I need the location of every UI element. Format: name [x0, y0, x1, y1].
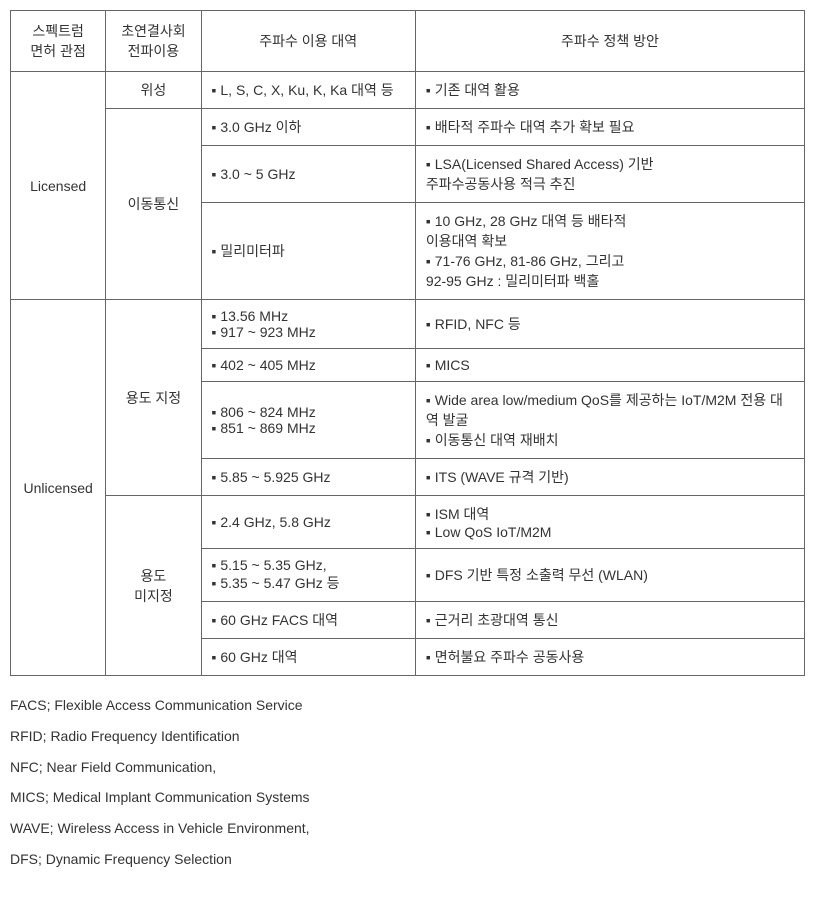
header-col3: 주파수 이용 대역 — [201, 11, 415, 72]
band-cell: ▪ 2.4 GHz, 5.8 GHz — [201, 496, 415, 549]
policy-line: 이용대역 확보 — [426, 231, 794, 251]
legend-line: MICS; Medical Implant Communication Syst… — [10, 782, 805, 813]
policy-cell: ▪ 기존 대역 활용 — [415, 72, 804, 109]
category-cell: 위성 — [106, 72, 201, 109]
unlicensed-cell: Unlicensed — [11, 300, 106, 676]
band-cell: ▪ 806 ~ 824 MHz ▪ 851 ~ 869 MHz — [201, 382, 415, 459]
policy-line: 주파수공동사용 적극 추진 — [426, 174, 794, 194]
policy-cell: ▪ 면허불요 주파수 공동사용 — [415, 639, 804, 676]
band-line: ▪ 917 ~ 923 MHz — [212, 324, 405, 340]
policy-cell: ▪ RFID, NFC 등 — [415, 300, 804, 349]
legend-line: WAVE; Wireless Access in Vehicle Environ… — [10, 813, 805, 844]
table-row: Unlicensed 용도 지정 ▪ 13.56 MHz ▪ 917 ~ 923… — [11, 300, 805, 349]
policy-cell: ▪ DFS 기반 특정 소출력 무선 (WLAN) — [415, 549, 804, 602]
band-cell: ▪ L, S, C, X, Ku, K, Ka 대역 등 — [201, 72, 415, 109]
table-row: 용도미지정 ▪ 2.4 GHz, 5.8 GHz ▪ ISM 대역 ▪ Low … — [11, 496, 805, 549]
policy-cell: ▪ ITS (WAVE 규격 기반) — [415, 459, 804, 496]
policy-line: ▪ ISM 대역 — [426, 504, 794, 524]
legend-line: FACS; Flexible Access Communication Serv… — [10, 690, 805, 721]
legend-line: DFS; Dynamic Frequency Selection — [10, 844, 805, 875]
band-cell: ▪ 13.56 MHz ▪ 917 ~ 923 MHz — [201, 300, 415, 349]
policy-cell: ▪ 10 GHz, 28 GHz 대역 등 배타적 이용대역 확보 ▪ 71-7… — [415, 203, 804, 300]
legend-block: FACS; Flexible Access Communication Serv… — [10, 690, 805, 875]
category-cell: 이동통신 — [106, 109, 201, 300]
spectrum-policy-table: 스펙트럼면허 관점 초연결사회전파이용 주파수 이용 대역 주파수 정책 방안 … — [10, 10, 805, 676]
legend-line: RFID; Radio Frequency Identification — [10, 721, 805, 752]
policy-cell: ▪ Wide area low/medium QoS를 제공하는 IoT/M2M… — [415, 382, 804, 459]
legend-line: NFC; Near Field Communication, — [10, 752, 805, 783]
policy-line: ▪ 71-76 GHz, 81-86 GHz, 그리고 — [426, 251, 794, 271]
band-line: ▪ 851 ~ 869 MHz — [212, 420, 405, 436]
policy-cell: ▪ MICS — [415, 349, 804, 382]
band-cell: ▪ 5.15 ~ 5.35 GHz, ▪ 5.35 ~ 5.47 GHz 등 — [201, 549, 415, 602]
band-cell: ▪ 3.0 ~ 5 GHz — [201, 146, 415, 203]
policy-line: ▪ LSA(Licensed Shared Access) 기반 — [426, 154, 794, 174]
policy-line: ▪ 10 GHz, 28 GHz 대역 등 배타적 — [426, 211, 794, 231]
category-cell: 용도미지정 — [106, 496, 201, 676]
policy-line: ▪ Wide area low/medium QoS를 제공하는 IoT/M2M… — [426, 390, 794, 430]
header-col2: 초연결사회전파이용 — [106, 11, 201, 72]
band-line: ▪ 5.15 ~ 5.35 GHz, — [212, 557, 405, 573]
category-cell: 용도 지정 — [106, 300, 201, 496]
header-col1: 스펙트럼면허 관점 — [11, 11, 106, 72]
band-line: ▪ 13.56 MHz — [212, 308, 405, 324]
policy-line: ▪ 이동통신 대역 재배치 — [426, 430, 794, 450]
band-cell: ▪ 5.85 ~ 5.925 GHz — [201, 459, 415, 496]
band-line: ▪ 5.35 ~ 5.47 GHz 등 — [212, 573, 405, 593]
band-cell: ▪ 402 ~ 405 MHz — [201, 349, 415, 382]
policy-cell: ▪ 근거리 초광대역 통신 — [415, 602, 804, 639]
policy-cell: ▪ 배타적 주파수 대역 추가 확보 필요 — [415, 109, 804, 146]
policy-line: 92-95 GHz : 밀리미터파 백홀 — [426, 271, 794, 291]
policy-cell: ▪ LSA(Licensed Shared Access) 기반 주파수공동사용… — [415, 146, 804, 203]
policy-cell: ▪ ISM 대역 ▪ Low QoS IoT/M2M — [415, 496, 804, 549]
header-col4: 주파수 정책 방안 — [415, 11, 804, 72]
table-header-row: 스펙트럼면허 관점 초연결사회전파이용 주파수 이용 대역 주파수 정책 방안 — [11, 11, 805, 72]
table-row: 이동통신 ▪ 3.0 GHz 이하 ▪ 배타적 주파수 대역 추가 확보 필요 — [11, 109, 805, 146]
table-row: Licensed 위성 ▪ L, S, C, X, Ku, K, Ka 대역 등… — [11, 72, 805, 109]
band-cell: ▪ 밀리미터파 — [201, 203, 415, 300]
band-cell: ▪ 60 GHz FACS 대역 — [201, 602, 415, 639]
band-line: ▪ 806 ~ 824 MHz — [212, 404, 405, 420]
band-cell: ▪ 3.0 GHz 이하 — [201, 109, 415, 146]
band-cell: ▪ 60 GHz 대역 — [201, 639, 415, 676]
licensed-cell: Licensed — [11, 72, 106, 300]
policy-line: ▪ Low QoS IoT/M2M — [426, 524, 794, 540]
